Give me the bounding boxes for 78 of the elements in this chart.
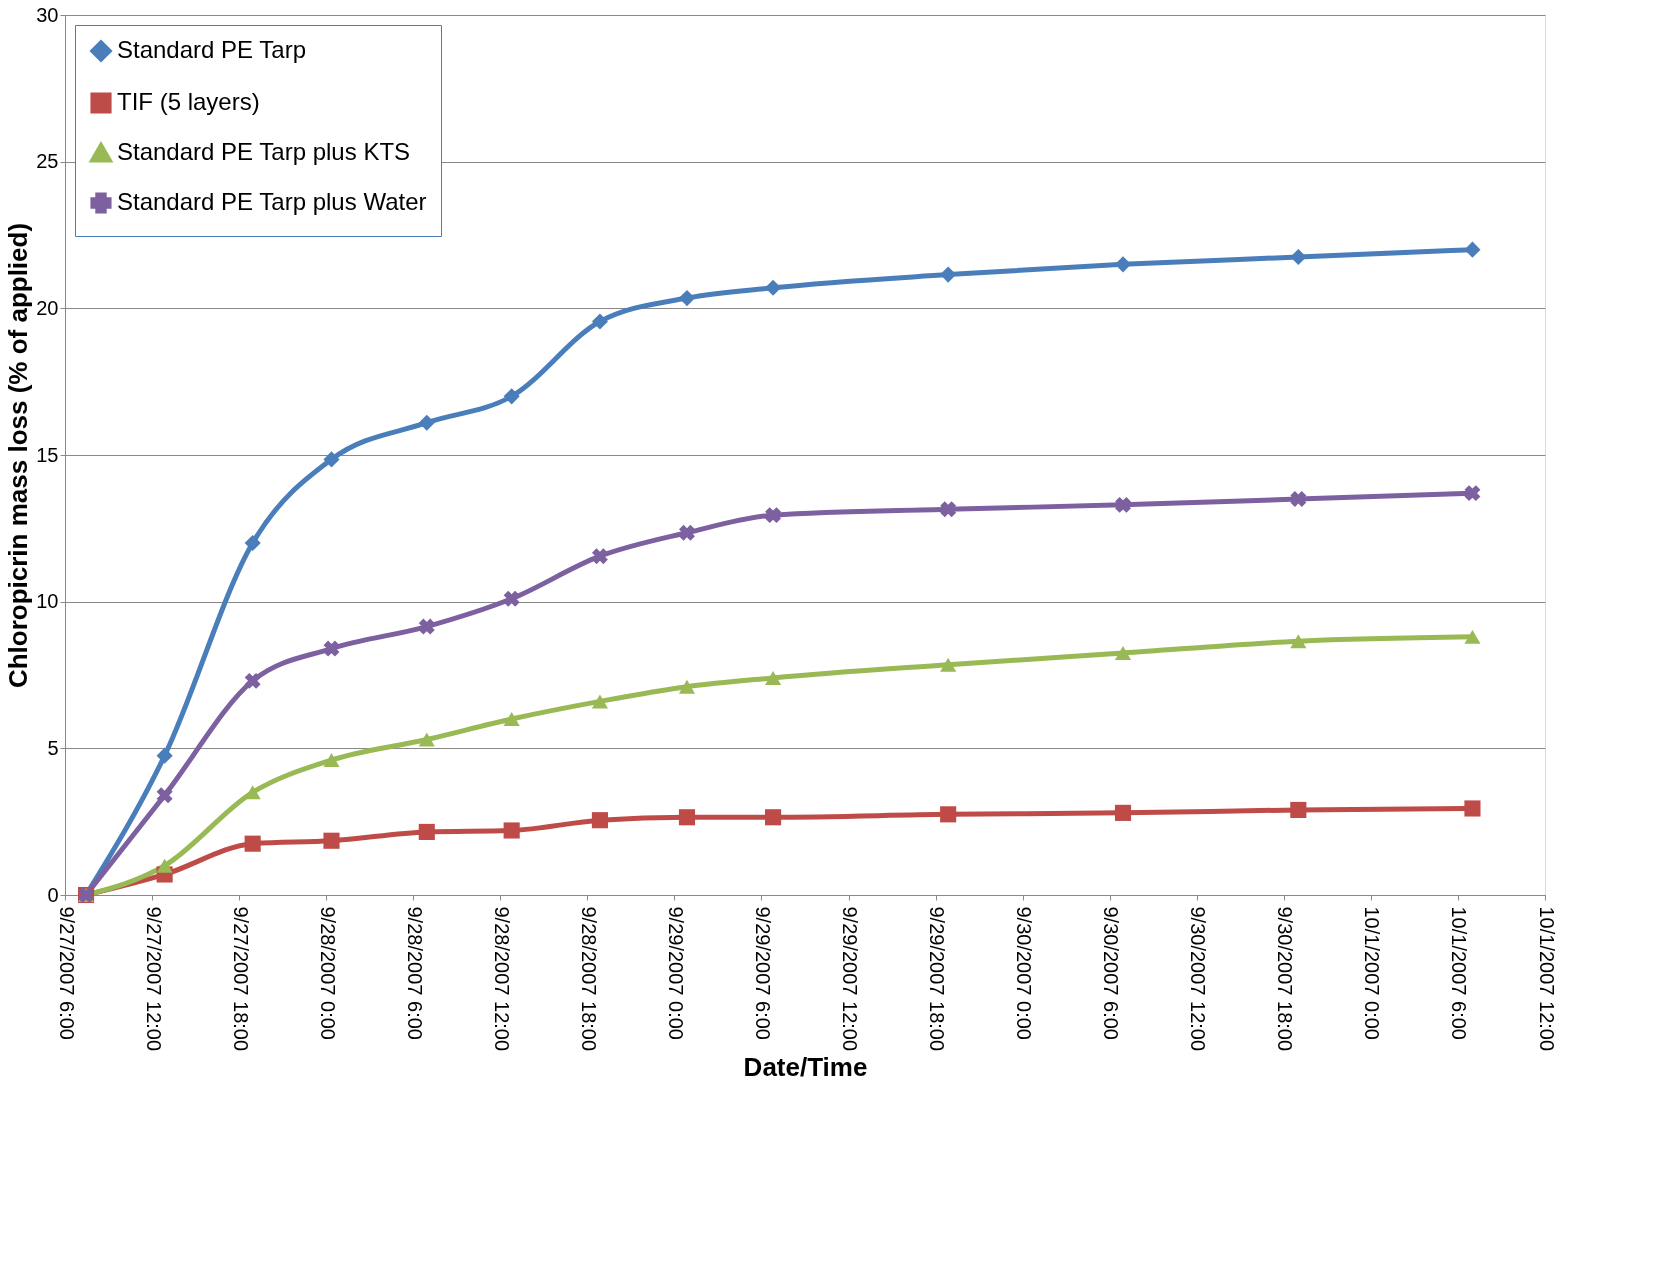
point (323, 451, 340, 468)
x-tick-label: 9/28/2007 12:00 (490, 906, 513, 1052)
x-tick-label: 9/28/2007 6:00 (403, 906, 426, 1040)
point (1464, 241, 1481, 258)
x-tick-label: 9/30/2007 6:00 (1100, 906, 1123, 1040)
y-axis-title: Chloropicrin mass loss (% of applied) (3, 222, 34, 689)
y-tick-label: 5 (47, 736, 59, 759)
x-tick-label: 9/29/2007 18:00 (926, 906, 949, 1052)
point (591, 313, 608, 330)
point (940, 657, 957, 672)
point (765, 670, 782, 685)
y-tick-label: 0 (47, 883, 59, 906)
point (244, 672, 261, 689)
x-tick-label: 9/30/2007 0:00 (1013, 906, 1036, 1040)
point (940, 806, 957, 823)
y-tick-label: 15 (36, 443, 59, 466)
point (418, 823, 435, 840)
x-tick-label: 9/29/2007 6:00 (751, 906, 774, 1040)
point (1464, 485, 1481, 502)
point (503, 822, 520, 839)
point (678, 290, 696, 307)
point (940, 266, 957, 283)
x-tick-label: 9/30/2007 12:00 (1187, 906, 1210, 1052)
point (591, 694, 608, 709)
point (591, 548, 608, 565)
point (418, 618, 435, 635)
legend-label: Standard PE Tarp plus KTS (117, 138, 411, 165)
y-tick-label: 30 (36, 3, 59, 26)
point (679, 524, 695, 541)
legend-label: Standard PE Tarp plus Water (117, 188, 427, 215)
point (765, 279, 782, 296)
point (591, 812, 608, 829)
point (765, 507, 782, 524)
point (323, 640, 340, 657)
point (503, 590, 520, 607)
point (503, 712, 520, 726)
point (765, 809, 782, 826)
x-tick-label: 10/1/2007 6:00 (1448, 906, 1471, 1040)
x-tick-label: 9/27/2007 6:00 (55, 906, 78, 1040)
point (156, 787, 173, 804)
point (418, 414, 435, 431)
x-tick-label: 9/28/2007 0:00 (316, 906, 339, 1040)
point (244, 534, 261, 552)
point (678, 809, 696, 826)
x-axis-title: Date/Time (743, 1052, 868, 1083)
point (244, 835, 261, 852)
point (418, 732, 435, 747)
x-tick-label: 9/29/2007 12:00 (839, 906, 862, 1052)
point (323, 753, 340, 768)
x-tick-label: 9/30/2007 18:00 (1274, 906, 1297, 1052)
point (156, 747, 173, 764)
point (1290, 248, 1307, 266)
point (1464, 800, 1481, 817)
point (1114, 804, 1132, 821)
point (678, 679, 696, 694)
point (1464, 629, 1481, 644)
x-tick-label: 9/27/2007 12:00 (142, 906, 165, 1052)
x-tick-label: 10/1/2007 0:00 (1361, 906, 1384, 1040)
point (1290, 634, 1307, 649)
x-tick-label: 9/29/2007 0:00 (664, 906, 687, 1040)
x-tick-label: 10/1/2007 12:00 (1535, 906, 1558, 1052)
point (503, 388, 520, 405)
point (1290, 491, 1307, 507)
y-tick-label: 20 (36, 296, 59, 319)
point (1114, 256, 1132, 273)
point (1114, 646, 1132, 660)
point (1115, 496, 1131, 513)
legend-label: Standard PE Tarp (117, 36, 307, 63)
point (156, 858, 173, 873)
point (1290, 801, 1307, 818)
x-tick-label: 9/27/2007 18:00 (229, 906, 252, 1052)
y-tick-label: 25 (36, 150, 59, 173)
y-tick-label: 10 (36, 590, 59, 613)
legend-label: TIF (5 layers) (117, 88, 260, 115)
x-tick-label: 9/28/2007 18:00 (577, 906, 600, 1052)
point (940, 501, 957, 518)
point (323, 832, 340, 849)
point (244, 785, 261, 800)
